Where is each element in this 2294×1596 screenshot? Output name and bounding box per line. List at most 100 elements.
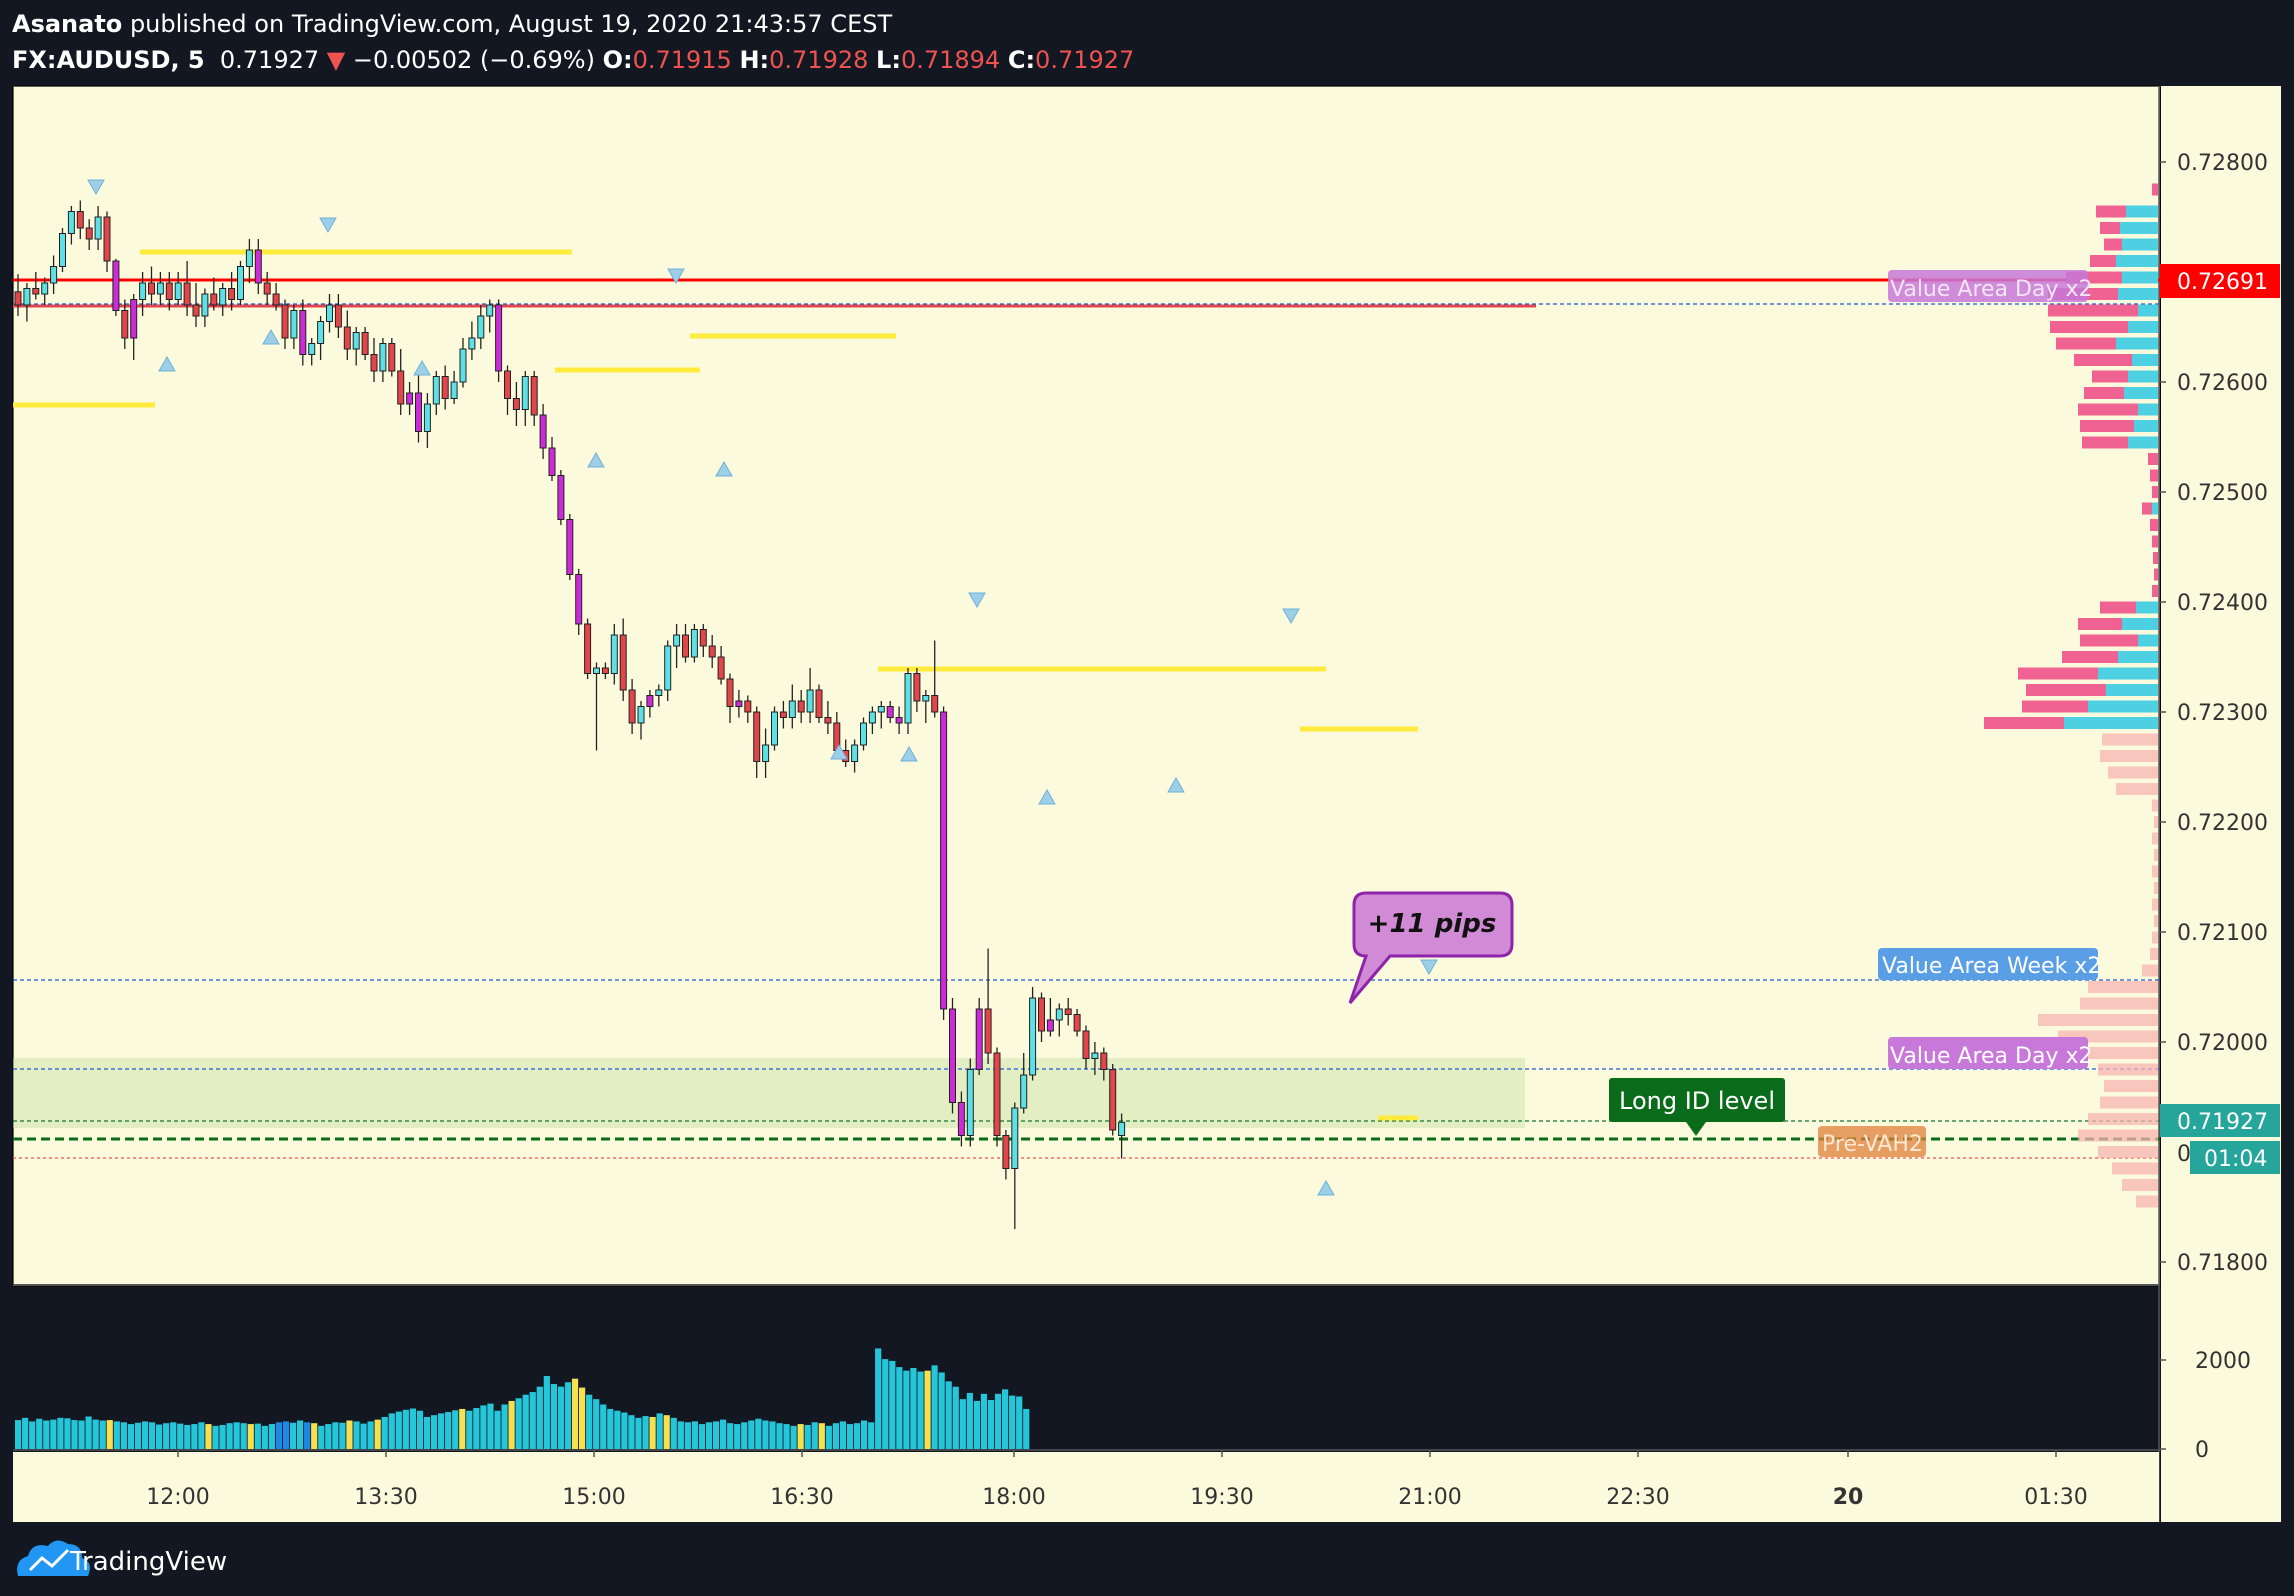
- volume-bar: [980, 1393, 988, 1449]
- volume-bar: [106, 1420, 113, 1449]
- volume-bar: [466, 1410, 473, 1449]
- profile-bar-bull: [2128, 436, 2158, 449]
- symbol-label[interactable]: FX:AUDUSD, 5: [12, 46, 205, 74]
- candle-body: [174, 282, 182, 300]
- volume-bar: [254, 1423, 261, 1449]
- volume-bar: [233, 1422, 240, 1449]
- candle-body: [806, 689, 814, 713]
- volume-bar: [367, 1421, 374, 1449]
- profile-bar-bull: [2064, 717, 2158, 729]
- volume-bar: [141, 1421, 149, 1449]
- profile-bar-bear: [2022, 700, 2088, 713]
- candle-body: [1073, 1014, 1081, 1032]
- volume-bar: [543, 1376, 550, 1449]
- volume-bar: [423, 1416, 431, 1449]
- candle-body: [539, 414, 547, 449]
- candle-body: [699, 629, 707, 647]
- profile-bar-bear: [2100, 601, 2136, 614]
- volume-bar: [776, 1423, 783, 1449]
- candles: [14, 200, 1126, 1229]
- volume-bar: [339, 1422, 346, 1449]
- candle-body: [628, 689, 636, 724]
- candle-body: [50, 266, 58, 284]
- volume-bar: [846, 1424, 854, 1449]
- pips-callout-bubble[interactable]: [1348, 891, 1514, 1004]
- current-price-text: 0.71927: [2177, 1110, 2268, 1135]
- candle-body: [575, 574, 583, 625]
- volume-bar: [191, 1424, 198, 1449]
- candle-body: [219, 288, 227, 306]
- volume-bar: [353, 1421, 360, 1449]
- profile-bar-faint: [2152, 931, 2158, 944]
- volume-bar: [99, 1420, 106, 1449]
- up-marker-icon: [158, 355, 176, 372]
- candle-body: [103, 216, 111, 262]
- profile-bar-bull: [2118, 288, 2158, 300]
- profile-bar-bear: [2150, 469, 2158, 482]
- volume-bar: [684, 1422, 691, 1449]
- up-marker-icon: [262, 328, 280, 345]
- value-area-week-label-bg[interactable]: [1878, 948, 2098, 980]
- high-value: 0.71928: [769, 46, 869, 74]
- candle-body: [441, 376, 449, 399]
- author-name[interactable]: Asanato: [12, 10, 123, 38]
- profile-bar-faint: [2152, 799, 2158, 812]
- tradingview-cloud-icon[interactable]: [17, 1540, 90, 1576]
- profile-bar-faint: [2142, 964, 2158, 977]
- volume-bar: [818, 1423, 825, 1449]
- candle-body: [601, 667, 609, 674]
- profile-bar-bull: [2116, 337, 2158, 350]
- candle-body: [423, 403, 431, 432]
- down-marker-icon: [667, 268, 685, 285]
- candle-body: [1020, 1074, 1028, 1109]
- volume-bar: [438, 1413, 445, 1449]
- candle-body: [521, 376, 529, 410]
- profile-bar-bear: [2153, 552, 2158, 564]
- value-area-day-top-label-bg[interactable]: [1888, 270, 2088, 302]
- long-id-label-bg[interactable]: [1609, 1078, 1785, 1122]
- volume-bar: [571, 1378, 579, 1449]
- value-area-day-label: Value Area Day x2: [1890, 1044, 2092, 1069]
- profile-bar-faint: [2122, 1179, 2158, 1191]
- candle-body: [868, 711, 876, 724]
- candle-body: [646, 695, 654, 707]
- candle-body: [415, 392, 422, 432]
- candle-body: [41, 282, 49, 295]
- candle-body: [352, 332, 360, 350]
- profile-bar-faint: [2154, 849, 2158, 861]
- candle-body: [1118, 1121, 1126, 1137]
- price-tick-partial: 0: [2177, 1142, 2191, 1167]
- volume-bar: [318, 1425, 325, 1449]
- volume-bar: [741, 1422, 748, 1449]
- volume-bar: [875, 1348, 882, 1449]
- candle-body: [904, 673, 912, 724]
- candle-body: [263, 282, 271, 295]
- candle-body: [744, 700, 752, 713]
- candle-body: [272, 293, 280, 306]
- volume-bar: [579, 1387, 586, 1449]
- long-id-pointer: [1686, 1122, 1706, 1136]
- published-text: published on TradingView.com, August 19,…: [129, 10, 893, 38]
- down-arrow-icon: ▼: [326, 46, 346, 74]
- profile-bar-bull: [2122, 618, 2158, 630]
- time-tick: 19:30: [1190, 1485, 1253, 1510]
- candle-body: [1091, 1052, 1099, 1059]
- volume-bar: [621, 1412, 628, 1449]
- volume-bar: [550, 1384, 557, 1449]
- current-price-badge: [2160, 1104, 2280, 1137]
- pre-vah-label-bg[interactable]: [1818, 1126, 1926, 1157]
- volume-bar: [889, 1360, 896, 1449]
- candle-body: [557, 475, 565, 520]
- time-axis[interactable]: 12:00 13:30 15:00 16:30 18:00 19:30 21:0…: [146, 1485, 2087, 1510]
- volume-bar: [628, 1415, 635, 1449]
- footer-brand[interactable]: TradingView: [69, 1547, 227, 1577]
- profile-bar-faint: [2098, 1146, 2158, 1158]
- value-area-day-label-bg[interactable]: [1888, 1037, 2088, 1069]
- volume-bar: [959, 1399, 966, 1449]
- candle-body: [477, 315, 485, 339]
- candle-body: [966, 1069, 974, 1136]
- candle-body: [299, 310, 307, 355]
- volume-bar: [557, 1386, 565, 1449]
- price-axis[interactable]: 0.72800 0.72600 0.72500 0.72400 0.72300 …: [2177, 151, 2268, 1276]
